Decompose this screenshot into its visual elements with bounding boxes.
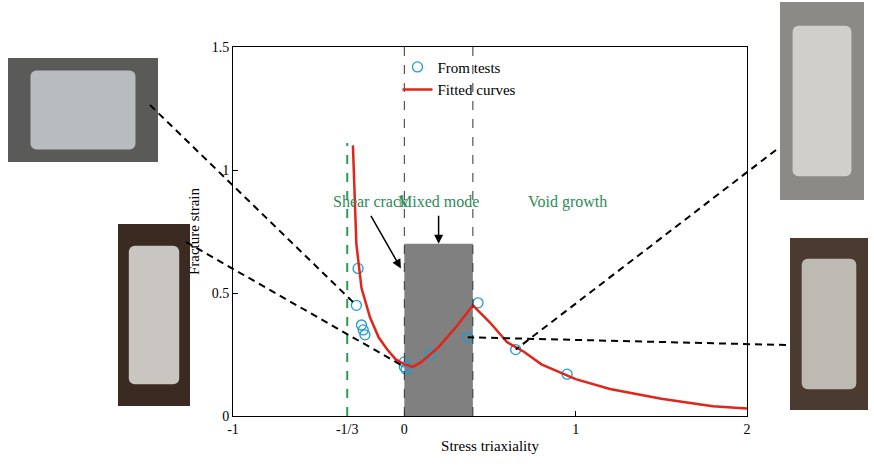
svg-text:0: 0 [401, 422, 408, 437]
svg-text:Fracture strain: Fracture strain [186, 187, 202, 275]
svg-text:Mixed mode: Mixed mode [398, 193, 479, 210]
svg-text:1: 1 [222, 163, 229, 178]
svg-text:Fitted curves: Fitted curves [437, 82, 515, 98]
svg-text:Stress triaxiality: Stress triaxiality [441, 438, 539, 454]
svg-text:1.5: 1.5 [212, 40, 230, 55]
svg-text:Shear crack: Shear crack [333, 193, 408, 210]
svg-text:2: 2 [744, 422, 751, 437]
svg-text:0.5: 0.5 [212, 286, 230, 301]
svg-text:Void growth: Void growth [528, 193, 607, 211]
svg-text:1: 1 [572, 422, 579, 437]
svg-text:0: 0 [222, 409, 229, 424]
svg-text:From tests: From tests [437, 60, 500, 76]
svg-text:-1/3: -1/3 [336, 422, 359, 437]
svg-text:-1: -1 [227, 422, 239, 437]
